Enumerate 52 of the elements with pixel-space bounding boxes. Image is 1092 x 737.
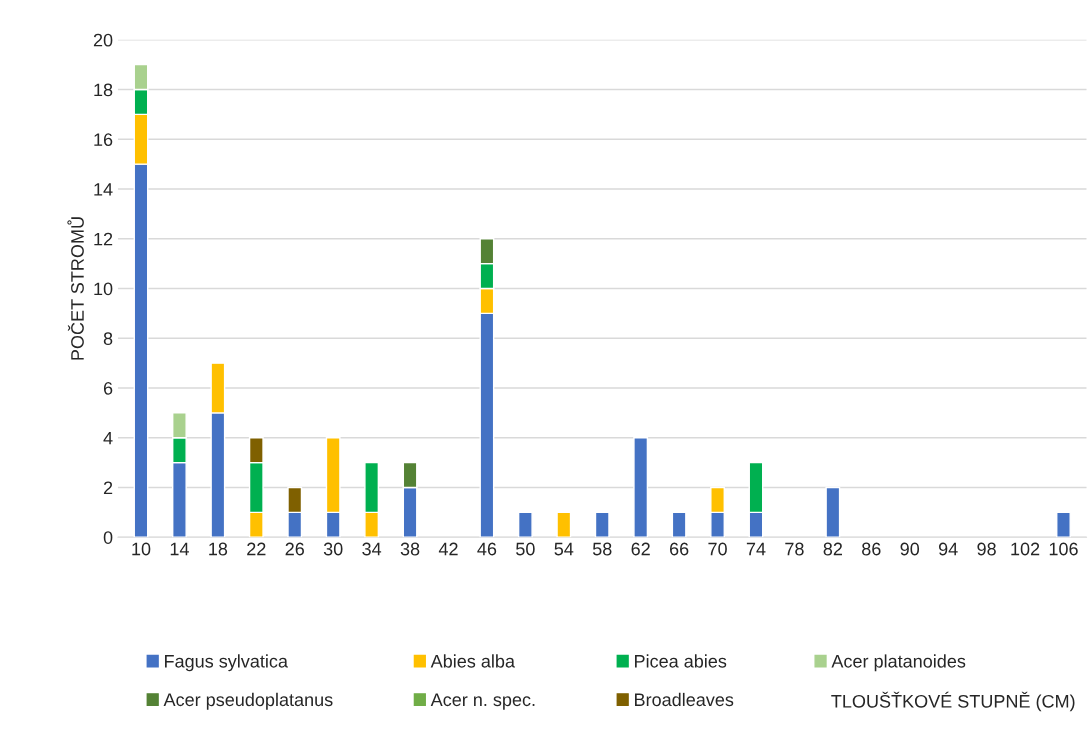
bar (1056, 511, 1071, 538)
y-tick-label: 18 (94, 83, 113, 97)
x-tick-label: 70 (708, 542, 727, 556)
legend-label: Fagus sylvatica (165, 654, 288, 672)
y-tick-label: 10 (94, 282, 113, 296)
x-tick-label: 50 (516, 542, 535, 556)
text: TLOUŠŤKOVÉ STUPNĚ (CM) (831, 691, 1075, 712)
x-tick-label: 66 (669, 542, 689, 556)
bar (671, 511, 687, 538)
x-tick-label: 30 (323, 542, 343, 556)
x-tick-label: 58 (592, 542, 612, 556)
x-tick-label: 22 (247, 542, 266, 556)
x-tick-label: 38 (400, 542, 420, 556)
legend-label: Acer pseudoplatanus (163, 692, 333, 710)
y-tick-label: 2 (103, 481, 113, 495)
legend-label: Abies alba (430, 654, 515, 668)
x-tick-label: 26 (285, 542, 304, 556)
x-tick-label: 82 (823, 542, 842, 556)
legend-label: Picea abies (635, 654, 727, 668)
x-tick-label: 34 (362, 542, 382, 556)
x-tick-label: 78 (785, 542, 804, 556)
y-tick-label: 20 (93, 33, 113, 47)
x-tick-label: 90 (900, 542, 920, 556)
bar (594, 511, 610, 538)
x-tick-label: 54 (554, 542, 574, 556)
x-tick-label: 42 (438, 542, 458, 556)
bar (633, 437, 649, 538)
x-tick-label: 18 (209, 542, 228, 556)
x-tick-label: 74 (746, 542, 766, 556)
y-tick-label: 8 (103, 332, 113, 345)
bar (825, 486, 841, 538)
x-tick-label: 46 (477, 542, 497, 556)
y-tick-label: 6 (103, 381, 113, 395)
y-tick-label: 12 (94, 232, 113, 246)
x-tick-label: 98 (977, 542, 996, 556)
y-tick-label: 0 (103, 531, 113, 544)
x-tick-label: 106 (1049, 542, 1078, 556)
legend-label: Acer n. spec. (430, 693, 535, 710)
x-tick-label: 14 (170, 542, 189, 556)
x-tick-label: 10 (132, 542, 151, 556)
x-tick-label: 94 (938, 542, 958, 556)
legend-label: Broadleaves (635, 692, 734, 707)
y-tick-label: 14 (94, 183, 113, 196)
legend-label: Acer platanoides (831, 654, 966, 672)
x-tick-label: 62 (631, 542, 650, 556)
x-tick-label: 86 (862, 542, 881, 556)
y-tick-label: 16 (94, 133, 113, 147)
bar (517, 511, 533, 538)
bar (556, 511, 572, 538)
x-tick-label: 102 (1011, 542, 1040, 556)
y-axis-title: POČET STROMŮ (67, 217, 84, 360)
y-tick-label: 4 (103, 431, 113, 445)
